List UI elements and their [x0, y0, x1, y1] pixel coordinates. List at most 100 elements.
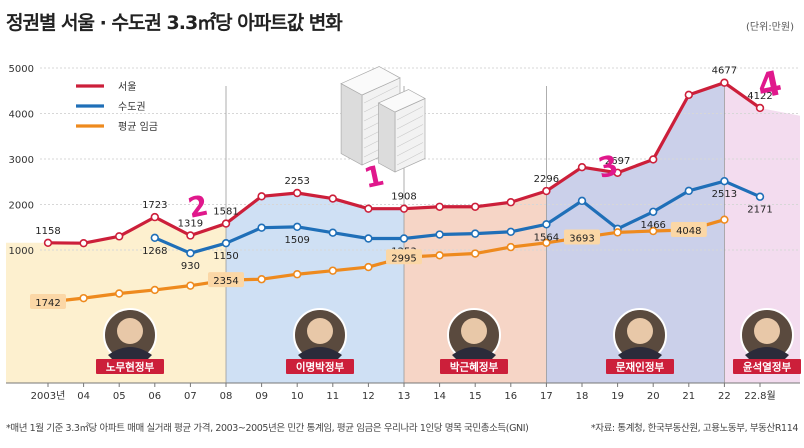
data-point — [186, 248, 195, 258]
data-label: 1564 — [534, 232, 559, 243]
data-point — [293, 222, 302, 232]
data-point — [542, 220, 551, 229]
x-tick-label: 16 — [504, 391, 517, 402]
portrait-suit — [618, 347, 662, 359]
wage-label-box — [30, 294, 66, 309]
x-tick-label: 19 — [611, 391, 624, 402]
data-point — [755, 103, 765, 113]
data-point — [293, 270, 302, 279]
era-name-label: 문재인정부 — [616, 361, 665, 374]
data-point — [506, 242, 515, 252]
x-tick-label: 22.8월 — [744, 390, 775, 402]
wage-label-box — [386, 249, 422, 265]
portrait-face — [117, 318, 143, 344]
y-tick-label: 1000 — [9, 246, 34, 257]
footnote: *매년 1월 기준 3.3㎡당 아파트 매매 실거래 평균 가격, 2003~2… — [6, 423, 529, 434]
x-tick-label: 10 — [291, 391, 304, 402]
data-label: 2253 — [284, 176, 309, 187]
wage-label-box — [564, 229, 600, 245]
data-label: 2513 — [712, 189, 737, 200]
data-point — [79, 238, 88, 248]
legend-label: 평균 임금 — [118, 120, 158, 133]
window-row — [396, 106, 424, 121]
portrait-face — [461, 318, 487, 344]
window-row — [363, 85, 399, 104]
data-point — [435, 230, 444, 239]
chart-title: 정권별 서울 · 수도권 3.3㎡당 아파트값 변화 — [6, 12, 343, 34]
data-point — [506, 227, 515, 237]
era-name-label: 박근혜정부 — [450, 361, 499, 374]
data-point — [364, 234, 373, 243]
data-label: 1509 — [284, 235, 309, 246]
portrait-suit — [108, 347, 152, 359]
legend-label: 서울 — [118, 81, 136, 93]
era-band — [404, 191, 547, 383]
era-name-box — [440, 359, 508, 374]
data-point — [150, 212, 160, 222]
data-point — [720, 215, 729, 224]
portrait-suit — [745, 347, 789, 359]
x-tick-label: 18 — [576, 391, 589, 402]
data-point — [471, 202, 480, 211]
data-point — [79, 293, 88, 303]
wage-label-box — [208, 272, 244, 288]
data-point — [257, 223, 266, 232]
y-tick-label: 4000 — [9, 110, 34, 121]
era-name-label: 이명박정부 — [296, 361, 345, 374]
x-tick-label: 2003년 — [31, 390, 66, 402]
portrait-face — [307, 318, 333, 344]
legend-label: 수도권 — [118, 101, 146, 113]
data-label: 2354 — [213, 276, 238, 287]
era-band — [226, 192, 404, 383]
data-point — [399, 204, 409, 213]
data-point — [293, 188, 302, 198]
unit-label: (단위:만원) — [746, 22, 794, 33]
data-label: 2296 — [534, 174, 559, 185]
data-point — [114, 232, 124, 241]
x-tick-label: 11 — [326, 391, 339, 402]
tower-a-side — [340, 83, 363, 166]
data-point — [542, 238, 551, 248]
tower-b-top — [377, 89, 426, 113]
data-point — [684, 186, 693, 196]
x-tick-label: 22 — [718, 391, 731, 402]
x-tick-label: 07 — [184, 391, 197, 402]
data-label: 2697 — [605, 156, 630, 167]
wage-label-box — [670, 221, 707, 237]
data-label: 1466 — [640, 220, 665, 231]
data-point — [577, 196, 587, 206]
data-label: 4122 — [747, 91, 772, 102]
data-point — [43, 238, 53, 248]
data-point — [150, 285, 160, 295]
data-point — [364, 204, 373, 213]
window-row — [396, 115, 424, 130]
y-tick-label: 2000 — [9, 201, 34, 212]
x-tick-label: 05 — [113, 391, 126, 402]
data-point — [648, 207, 658, 216]
data-point — [328, 228, 337, 237]
x-tick-label: 08 — [220, 391, 233, 402]
data-point — [613, 168, 622, 177]
era-band — [724, 82, 800, 383]
era-name-label: 윤석열정부 — [743, 361, 792, 374]
x-tick-label: 20 — [647, 391, 660, 402]
data-point — [648, 226, 658, 236]
data-point — [257, 275, 266, 284]
data-label: 1158 — [35, 226, 60, 237]
data-point — [435, 202, 444, 211]
x-tick-label: 21 — [682, 391, 695, 402]
tower-b-side — [378, 102, 396, 173]
portrait-face — [754, 318, 780, 344]
data-point — [648, 155, 658, 164]
data-point — [720, 176, 729, 186]
data-label: 1268 — [142, 246, 167, 257]
data-point — [577, 162, 587, 172]
x-tick-label: 13 — [398, 391, 411, 402]
data-point — [257, 192, 266, 201]
window-row — [396, 133, 424, 148]
source-note: *자료: 통계청, 한국부동산원, 고용노동부, 부동산R114 — [590, 423, 798, 434]
data-label: 3693 — [569, 233, 594, 244]
data-label: 1723 — [142, 200, 167, 211]
data-point — [364, 262, 373, 272]
era-name-box — [733, 359, 801, 374]
